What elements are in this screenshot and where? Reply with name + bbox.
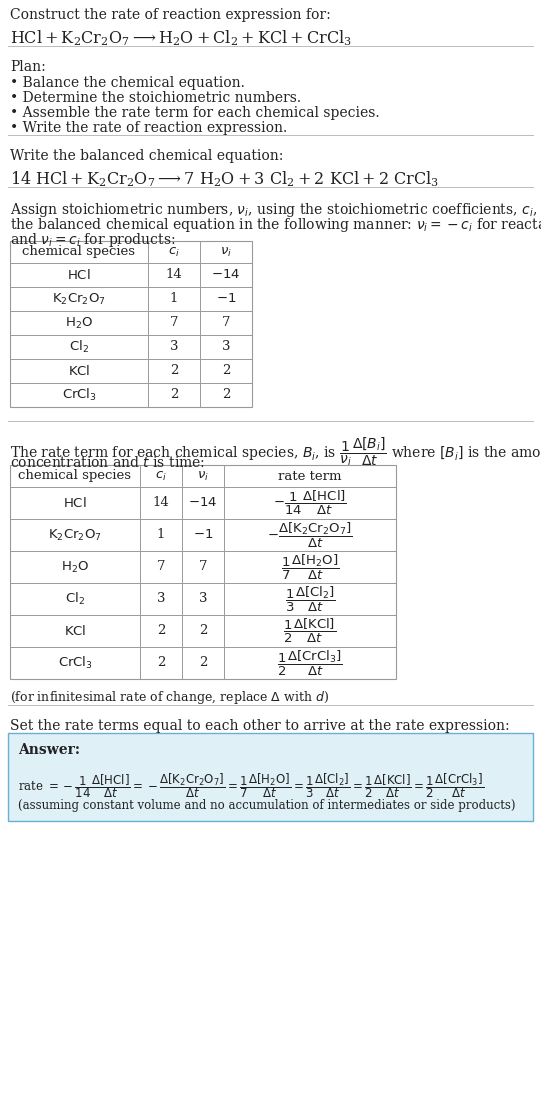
Text: 2: 2 — [199, 625, 207, 637]
Text: and $\nu_i = c_i$ for products:: and $\nu_i = c_i$ for products: — [10, 231, 175, 249]
Bar — [10, 241, 252, 407]
Text: $\mathrm{KCl}$: $\mathrm{KCl}$ — [68, 364, 90, 378]
Text: 3: 3 — [222, 340, 230, 354]
Text: 7: 7 — [222, 317, 230, 329]
Text: rate term: rate term — [278, 469, 342, 483]
Text: 14: 14 — [166, 268, 182, 281]
Text: 2: 2 — [157, 625, 165, 637]
Text: $\dfrac{1}{2}\dfrac{\Delta[\mathrm{KCl}]}{\Delta t}$: $\dfrac{1}{2}\dfrac{\Delta[\mathrm{KCl}]… — [283, 617, 337, 645]
Text: chemical species: chemical species — [23, 246, 135, 258]
Text: Write the balanced chemical equation:: Write the balanced chemical equation: — [10, 149, 283, 163]
Text: (for infinitesimal rate of change, replace $\Delta$ with $d$): (for infinitesimal rate of change, repla… — [10, 689, 329, 706]
Text: $\mathrm{Cl_2}$: $\mathrm{Cl_2}$ — [69, 339, 89, 355]
Text: Construct the rate of reaction expression for:: Construct the rate of reaction expressio… — [10, 8, 331, 22]
Text: $\mathrm{CrCl_3}$: $\mathrm{CrCl_3}$ — [62, 387, 96, 403]
Text: $\dfrac{1}{3}\dfrac{\Delta[\mathrm{Cl_2}]}{\Delta t}$: $\dfrac{1}{3}\dfrac{\Delta[\mathrm{Cl_2}… — [285, 585, 335, 614]
Text: $\mathrm{HCl}$: $\mathrm{HCl}$ — [63, 496, 87, 510]
Text: $-\dfrac{1}{14}\dfrac{\Delta[\mathrm{HCl}]}{\Delta t}$: $-\dfrac{1}{14}\dfrac{\Delta[\mathrm{HCl… — [273, 489, 347, 517]
Text: The rate term for each chemical species, $B_i$, is $\dfrac{1}{\nu_i}\dfrac{\Delt: The rate term for each chemical species,… — [10, 435, 541, 468]
Text: $-14$: $-14$ — [188, 496, 217, 509]
Text: $\mathregular{14\ HCl + K_2Cr_2O_7 \longrightarrow 7\ H_2O + 3\ Cl_2 + 2\ KCl + : $\mathregular{14\ HCl + K_2Cr_2O_7 \long… — [10, 169, 439, 189]
Text: $-1$: $-1$ — [216, 292, 236, 306]
Text: 1: 1 — [170, 292, 178, 306]
Text: $\mathrm{KCl}$: $\mathrm{KCl}$ — [64, 624, 86, 638]
Text: $\mathrm{HCl}$: $\mathrm{HCl}$ — [67, 268, 91, 282]
Text: 2: 2 — [199, 656, 207, 669]
FancyBboxPatch shape — [8, 733, 533, 821]
Text: $-1$: $-1$ — [193, 528, 213, 542]
Text: • Write the rate of reaction expression.: • Write the rate of reaction expression. — [10, 121, 287, 135]
Text: 7: 7 — [170, 317, 178, 329]
Text: Assign stoichiometric numbers, $\nu_i$, using the stoichiometric coefficients, $: Assign stoichiometric numbers, $\nu_i$, … — [10, 201, 541, 219]
Text: the balanced chemical equation in the following manner: $\nu_i = -c_i$ for react: the balanced chemical equation in the fo… — [10, 216, 541, 234]
Bar — [10, 465, 396, 679]
Text: 2: 2 — [170, 365, 178, 377]
Text: 7: 7 — [199, 560, 207, 574]
Text: Set the rate terms equal to each other to arrive at the rate expression:: Set the rate terms equal to each other t… — [10, 719, 510, 733]
Text: $-\dfrac{\Delta[\mathrm{K_2Cr_2O_7}]}{\Delta t}$: $-\dfrac{\Delta[\mathrm{K_2Cr_2O_7}]}{\D… — [267, 520, 353, 549]
Text: $\dfrac{1}{7}\dfrac{\Delta[\mathrm{H_2O}]}{\Delta t}$: $\dfrac{1}{7}\dfrac{\Delta[\mathrm{H_2O}… — [281, 553, 339, 582]
Text: • Balance the chemical equation.: • Balance the chemical equation. — [10, 76, 245, 90]
Text: 14: 14 — [153, 496, 169, 509]
Text: 2: 2 — [170, 388, 178, 401]
Text: • Assemble the rate term for each chemical species.: • Assemble the rate term for each chemic… — [10, 106, 380, 120]
Text: 2: 2 — [222, 365, 230, 377]
Text: Answer:: Answer: — [18, 743, 80, 757]
Text: 7: 7 — [157, 560, 165, 574]
Text: $c_i$: $c_i$ — [168, 246, 180, 259]
Text: • Determine the stoichiometric numbers.: • Determine the stoichiometric numbers. — [10, 91, 301, 105]
Text: concentration and $t$ is time:: concentration and $t$ is time: — [10, 455, 205, 470]
Text: $\mathrm{H_2O}$: $\mathrm{H_2O}$ — [65, 316, 93, 330]
Text: $\mathrm{K_2Cr_2O_7}$: $\mathrm{K_2Cr_2O_7}$ — [52, 291, 106, 307]
Text: $\nu_i$: $\nu_i$ — [220, 246, 232, 259]
Text: $\mathrm{K_2Cr_2O_7}$: $\mathrm{K_2Cr_2O_7}$ — [48, 527, 102, 543]
Text: 3: 3 — [157, 593, 165, 606]
Text: $\mathrm{CrCl_3}$: $\mathrm{CrCl_3}$ — [57, 655, 93, 671]
Text: $\dfrac{1}{2}\dfrac{\Delta[\mathrm{CrCl_3}]}{\Delta t}$: $\dfrac{1}{2}\dfrac{\Delta[\mathrm{CrCl_… — [277, 648, 343, 677]
Text: $\mathregular{HCl + K_2Cr_2O_7 \longrightarrow H_2O + Cl_2 + KCl + CrCl_3}$: $\mathregular{HCl + K_2Cr_2O_7 \longrigh… — [10, 28, 352, 48]
Text: 2: 2 — [157, 656, 165, 669]
Text: rate $= -\dfrac{1}{14}\dfrac{\Delta[\mathrm{HCl}]}{\Delta t} = -\dfrac{\Delta[\m: rate $= -\dfrac{1}{14}\dfrac{\Delta[\mat… — [18, 771, 484, 800]
Text: $c_i$: $c_i$ — [155, 469, 167, 483]
Text: 3: 3 — [170, 340, 178, 354]
Text: $-14$: $-14$ — [212, 268, 241, 281]
Text: chemical species: chemical species — [18, 469, 131, 483]
Text: $\nu_i$: $\nu_i$ — [197, 469, 209, 483]
Text: 1: 1 — [157, 528, 165, 542]
Text: (assuming constant volume and no accumulation of intermediates or side products): (assuming constant volume and no accumul… — [18, 800, 516, 812]
Text: $\mathrm{Cl_2}$: $\mathrm{Cl_2}$ — [65, 590, 85, 607]
Text: 2: 2 — [222, 388, 230, 401]
Text: $\mathrm{H_2O}$: $\mathrm{H_2O}$ — [61, 559, 89, 575]
Text: Plan:: Plan: — [10, 60, 46, 75]
Text: 3: 3 — [199, 593, 207, 606]
